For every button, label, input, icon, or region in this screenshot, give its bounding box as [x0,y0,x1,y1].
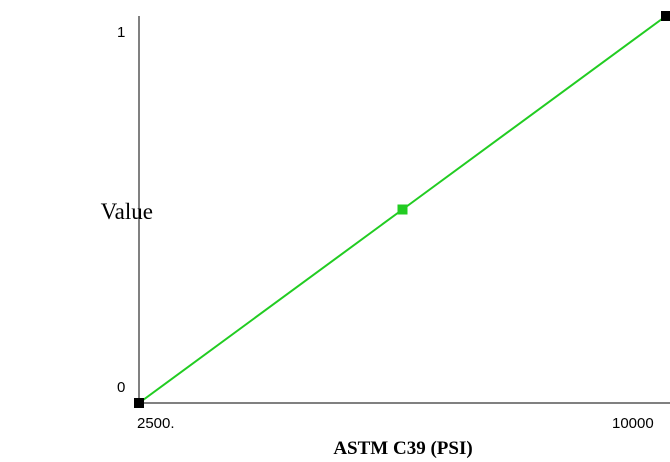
data-point [397,204,408,215]
plot-area [134,11,670,408]
x-tick-label-min: 2500. [137,415,175,432]
x-tick-label-max: 10000 [612,415,654,432]
y-tick-label-bottom: 0 [117,379,125,396]
y-axis-title: Value [101,199,153,224]
data-point [661,11,670,21]
y-tick-label-top: 1 [117,24,125,41]
x-axis-title: ASTM C39 (PSI) [333,438,472,459]
data-point [134,398,144,408]
